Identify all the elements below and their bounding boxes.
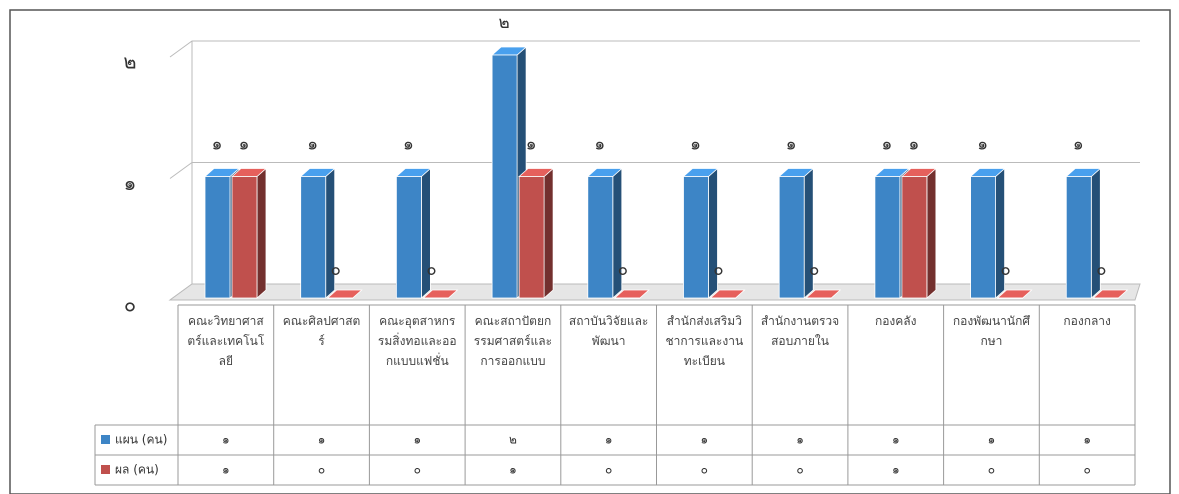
table-value: ๐: [605, 463, 612, 477]
table-value: ๑: [509, 463, 517, 477]
bar: [327, 297, 354, 299]
x-tick-label: คณะศิลปศาสตร์: [282, 314, 361, 348]
table-value: ๑: [701, 433, 709, 447]
bar: [970, 176, 996, 299]
table-value: ๐: [414, 463, 421, 477]
data-label: ๐: [426, 260, 436, 280]
category-cell: กองคลัง: [874, 314, 917, 328]
bar: [683, 176, 709, 299]
x-tick-label: สำนักงานตรวจสอบภายใน: [760, 314, 840, 348]
bar-side: [926, 167, 937, 299]
bar: [204, 176, 231, 299]
table-value: ๑: [1083, 433, 1091, 447]
data-label: ๐: [809, 260, 819, 280]
table-value: ๑: [988, 433, 996, 447]
legend-label: แผน (คน): [115, 433, 167, 447]
data-label: ๑: [786, 135, 797, 155]
bar: [1065, 176, 1092, 299]
data-label: ๐: [1096, 260, 1106, 280]
data-label: ๑: [594, 135, 605, 155]
x-tick-label: กองคลัง: [874, 314, 917, 328]
data-label: ๑: [690, 135, 701, 155]
category-cell: คณะอุตสาหกรรมสิ่งทอและออกแบบแฟชั่น: [377, 314, 457, 368]
data-label: ๑: [1073, 135, 1084, 155]
bar: [874, 176, 901, 299]
bar: [778, 176, 805, 299]
category-cell: กองพัฒนานักศึกษา: [952, 314, 1030, 348]
bar: [231, 176, 258, 299]
bar: [518, 176, 545, 299]
bar: [614, 297, 641, 299]
legend-swatch: [101, 465, 110, 474]
x-tick-label: สำนักส่งเสริมวิชาการและงานทะเบียน: [665, 314, 744, 368]
bar-side: [256, 167, 267, 299]
table-value: ๑: [222, 463, 230, 477]
bar: [395, 176, 422, 299]
data-label: ๑: [212, 135, 223, 155]
x-tick-label: คณะวิทยาศาสตร์และเทคโนโลยี: [187, 314, 265, 368]
table-value: ๑: [222, 433, 230, 447]
table-value: ๐: [988, 463, 995, 477]
category-cell: สำนักงานตรวจสอบภายใน: [760, 314, 840, 348]
data-label: ๑: [239, 135, 250, 155]
table-value: ๐: [796, 463, 803, 477]
y-tick-label: ๒: [123, 50, 136, 74]
bar: [587, 176, 614, 299]
bar: [422, 297, 449, 299]
x-tick-label: สถาบันวิจัยและพัฒนา: [568, 314, 649, 348]
x-tick-label: คณะอุตสาหกรรมสิ่งทอและออกแบบแฟชั่น: [377, 314, 457, 368]
legend-swatch: [101, 435, 110, 444]
table-value: ๒: [509, 433, 517, 447]
bar: [300, 176, 327, 299]
bar-side: [543, 167, 554, 299]
category-cell: สถาบันวิจัยและพัฒนา: [568, 314, 649, 348]
table-value: ๑: [605, 433, 613, 447]
data-label: ๑: [977, 135, 988, 155]
bar: [805, 297, 832, 299]
y-tick-label: ๑: [124, 171, 137, 195]
x-tick-label: กองกลาง: [1063, 314, 1111, 328]
table-value: ๐: [1083, 463, 1090, 477]
category-cell: คณะศิลปศาสตร์: [282, 314, 361, 348]
bar: [491, 54, 518, 299]
x-tick-label: คณะสถาปัตยกรรมศาสตร์และการออกแบบ: [473, 314, 553, 368]
data-label: ๐: [618, 260, 628, 280]
frame: [9, 9, 1171, 494]
table-value: ๑: [892, 463, 900, 477]
bar: [901, 176, 928, 299]
table-value: ๐: [318, 463, 325, 477]
legend-label: ผล (คน): [115, 463, 159, 477]
bar: [1092, 297, 1119, 299]
y-tick-label: ๐: [124, 293, 136, 317]
table-value: ๐: [701, 463, 708, 477]
bar: [997, 297, 1023, 299]
data-label: ๐: [331, 260, 341, 280]
bar: [710, 297, 736, 299]
data-label: ๑: [909, 135, 920, 155]
category-cell: กองกลาง: [1063, 314, 1111, 328]
category-cell: สำนักส่งเสริมวิชาการและงานทะเบียน: [665, 314, 744, 368]
grid-line: [169, 40, 1140, 58]
data-label: ๐: [1000, 260, 1010, 280]
category-cell: คณะวิทยาศาสตร์และเทคโนโลยี: [187, 314, 265, 368]
data-label: ๑: [882, 135, 893, 155]
table-value: ๑: [413, 433, 421, 447]
data-label: ๐: [713, 260, 723, 280]
table-value: ๑: [892, 433, 900, 447]
table-value: ๑: [318, 433, 326, 447]
data-label: ๑: [526, 135, 537, 155]
table-value: ๑: [796, 433, 804, 447]
data-label: ๒: [498, 13, 509, 33]
category-cell: คณะสถาปัตยกรรมศาสตร์และการออกแบบ: [473, 314, 553, 368]
x-tick-label: กองพัฒนานักศึกษา: [952, 314, 1030, 348]
data-label: ๑: [403, 135, 414, 155]
data-label: ๑: [307, 135, 318, 155]
